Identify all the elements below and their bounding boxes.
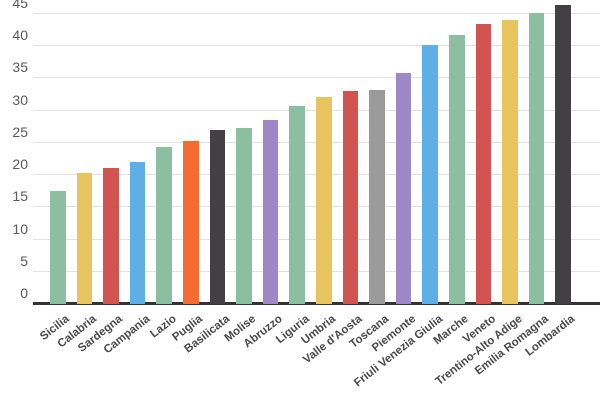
- gridline-y-40: [33, 45, 600, 46]
- y-axis-tick-label: 40: [12, 27, 28, 43]
- bar-marche[interactable]: [449, 34, 465, 304]
- bar-liguria[interactable]: [289, 106, 305, 304]
- bar-lazio[interactable]: [156, 146, 172, 304]
- bar-emilia-romagna[interactable]: [528, 12, 545, 305]
- bar-lombardia[interactable]: [555, 5, 571, 304]
- gridline-y-35: [33, 77, 600, 79]
- y-axis-tick-label: 45: [12, 0, 28, 11]
- bar-trentino-alto-adige[interactable]: [502, 19, 518, 304]
- bar-molise[interactable]: [236, 127, 252, 304]
- bar-veneto[interactable]: [475, 24, 492, 304]
- y-axis-tick-label: 25: [12, 123, 28, 140]
- bar-sardegna[interactable]: [103, 167, 119, 304]
- bar-umbria[interactable]: [316, 96, 332, 304]
- y-axis-tick-label: 5: [20, 252, 28, 269]
- y-axis-tick-label: 20: [12, 156, 28, 172]
- y-axis-tick-label: 30: [12, 91, 28, 108]
- bar-sicilia[interactable]: [50, 190, 66, 304]
- bar-friuli-venezia-giulia[interactable]: [422, 45, 438, 304]
- bar-puglia[interactable]: [183, 141, 199, 304]
- y-axis-tick-label: 0: [20, 285, 28, 301]
- bar-toscana[interactable]: [369, 89, 385, 304]
- bar-piemonte[interactable]: [395, 72, 412, 304]
- y-axis-tick-label: 15: [12, 188, 28, 205]
- bar-calabria[interactable]: [76, 172, 93, 304]
- bar-abruzzo[interactable]: [262, 119, 279, 304]
- bar-campania[interactable]: [129, 161, 146, 304]
- gridline-y-45: [33, 12, 600, 14]
- bar-basilicata[interactable]: [209, 129, 226, 304]
- bar-valle-d-aosta[interactable]: [342, 91, 359, 304]
- y-axis-tick-label: 35: [12, 59, 28, 76]
- y-axis-tick-label: 10: [12, 220, 28, 237]
